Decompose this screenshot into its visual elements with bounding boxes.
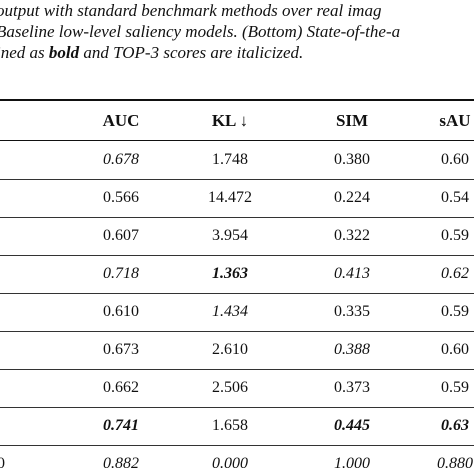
row-divider (0, 369, 474, 370)
row-divider (0, 255, 474, 256)
table-cell: 1.000 (334, 455, 370, 472)
table-cell: 14.472 (208, 189, 252, 206)
table-cell: 0.322 (334, 227, 370, 244)
table-cell: 0.610 (103, 303, 139, 320)
table-cell: 0.59 (441, 379, 469, 396)
table-cell: 0.224 (334, 189, 370, 206)
row-divider (0, 293, 474, 294)
table-cell: 0.741 (103, 417, 139, 434)
table-cell: 2.506 (212, 379, 248, 396)
row-divider (0, 179, 474, 180)
column-header-sim: SIM (335, 111, 369, 130)
table-header-rule (0, 140, 474, 141)
table-cell: 0.413 (334, 265, 370, 282)
table-cell: 0.59 (441, 303, 469, 320)
table-cell: 0.60 (441, 341, 469, 358)
column-header-kl: KL ↓ (211, 111, 249, 130)
table-cell: 0.388 (334, 341, 370, 358)
table-cell: 0.60 (441, 151, 469, 168)
table-cell: 2.610 (212, 341, 248, 358)
table-cell: 0.880 (437, 455, 473, 472)
table-cell: 0.335 (334, 303, 370, 320)
row-divider (0, 331, 474, 332)
table-cell: 0.54 (441, 189, 469, 206)
table-cell: 0.445 (334, 417, 370, 434)
caption-line-1: output with standard benchmark methods o… (0, 1, 382, 20)
table-cell: 0.373 (334, 379, 370, 396)
row-divider (0, 445, 474, 446)
row-divider (0, 407, 474, 408)
table-cell: 0.662 (103, 379, 139, 396)
table-cell: 0.566 (103, 189, 139, 206)
caption-line-3: ined as bold and TOP-3 scores are italic… (0, 42, 474, 63)
table-cell: 0.678 (103, 151, 139, 168)
caption-line-2: Baseline low-level saliency models. (Bot… (0, 22, 401, 41)
table-cell: 0.63 (441, 417, 469, 434)
table-cell: 0.380 (334, 151, 370, 168)
table-cell: 0.718 (103, 265, 139, 282)
table-cell: 0.000 (212, 455, 248, 472)
column-header-sauc: sAU (439, 111, 471, 130)
table-top-rule (0, 99, 474, 101)
caption-bold-word: bold (48, 43, 80, 62)
table-cell: 1.434 (212, 303, 248, 320)
caption-line-3-end: and TOP-3 scores are italicized. (79, 43, 304, 62)
row-label-fragment: 0 (0, 455, 5, 472)
table-cell: 0.607 (103, 227, 139, 244)
table-cell: 0.882 (103, 455, 139, 472)
row-divider (0, 217, 474, 218)
table-cell: 1.363 (212, 265, 248, 282)
table-cell: 1.748 (212, 151, 248, 168)
table-cell: 1.658 (212, 417, 248, 434)
caption-line-3-text: ined as (0, 43, 49, 62)
table-cell: 0.673 (103, 341, 139, 358)
table-cell: 0.59 (441, 227, 469, 244)
table-caption: output with standard benchmark methods o… (0, 0, 474, 63)
column-header-auc: AUC (102, 111, 140, 130)
table-cell: 0.62 (441, 265, 469, 282)
table-cell: 3.954 (212, 227, 248, 244)
